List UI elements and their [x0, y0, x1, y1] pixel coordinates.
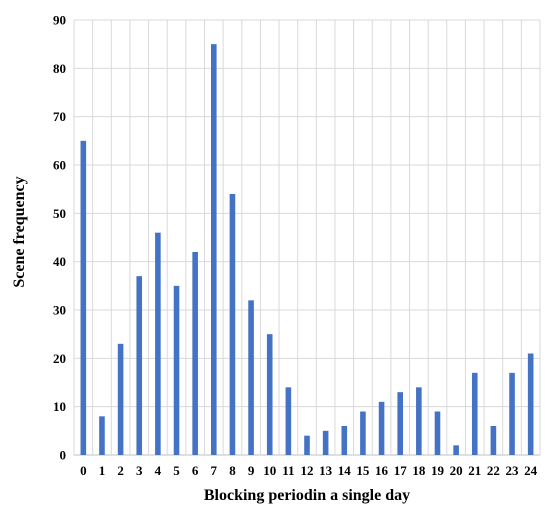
bar-8 — [229, 194, 236, 455]
bar-6 — [192, 252, 198, 455]
x-tick-label: 12 — [301, 463, 314, 478]
x-tick-label: 5 — [173, 463, 180, 478]
bar-22 — [490, 426, 497, 455]
y-tick-label: 30 — [53, 303, 66, 318]
grid-lines — [73, 19, 541, 456]
bar-7 — [211, 44, 217, 456]
y-tick-label: 0 — [60, 448, 67, 463]
y-tick-label: 60 — [53, 158, 66, 173]
bar-5 — [173, 285, 180, 455]
x-tick-label: 0 — [80, 463, 87, 478]
x-tick-label: 22 — [487, 463, 500, 478]
bar-12 — [304, 435, 310, 455]
x-tick-label: 14 — [338, 463, 352, 478]
bar-13 — [322, 430, 329, 455]
x-tick-label: 6 — [192, 463, 199, 478]
x-tick-label: 16 — [375, 463, 389, 478]
y-axis-title: Scene frequency — [11, 176, 28, 287]
bar-2 — [117, 343, 124, 455]
x-axis-title: Blocking periodin a single day — [204, 487, 410, 504]
x-tick-label: 8 — [229, 463, 236, 478]
bars — [80, 44, 534, 456]
y-tick-label: 50 — [53, 206, 66, 221]
bar-21 — [471, 372, 478, 455]
y-tick-label: 20 — [53, 351, 66, 366]
x-tick-label: 23 — [506, 463, 520, 478]
y-tick-label: 80 — [53, 61, 66, 76]
x-tick-label: 13 — [319, 463, 333, 478]
x-tick-label: 1 — [99, 463, 106, 478]
bar-16 — [378, 401, 385, 455]
x-tick-label: 21 — [468, 463, 481, 478]
x-tick-label: 15 — [356, 463, 370, 478]
bar-18 — [416, 387, 422, 455]
x-tick-label: 11 — [282, 463, 294, 478]
bar-14 — [341, 426, 348, 455]
bar-3 — [136, 276, 143, 455]
x-tick-label: 19 — [431, 463, 445, 478]
x-tick-label: 10 — [263, 463, 276, 478]
x-tick-label: 18 — [412, 463, 426, 478]
bar-9 — [248, 300, 254, 455]
y-tick-label: 40 — [53, 254, 66, 269]
bar-23 — [509, 372, 515, 455]
x-tick-label: 3 — [136, 463, 143, 478]
x-tick-label: 4 — [155, 463, 162, 478]
bar-15 — [360, 411, 366, 455]
bar-0 — [80, 140, 87, 456]
y-tick-label: 70 — [53, 109, 66, 124]
x-tick-labels: 0 1 2 3 4 5 6 7 8 9 10 11 12 13 14 15 16 17 18 19 20 21 22 23 24 — [80, 463, 538, 478]
x-tick-label: 9 — [248, 463, 255, 478]
x-tick-label: 7 — [211, 463, 218, 478]
y-tick-label: 90 — [53, 13, 66, 28]
bar-10 — [266, 334, 273, 455]
x-tick-label: 24 — [524, 463, 538, 478]
y-tick-label: 10 — [53, 399, 66, 414]
bar-20 — [453, 445, 459, 455]
bar-11 — [285, 387, 292, 455]
bar-1 — [99, 416, 105, 455]
bar-4 — [155, 232, 161, 455]
bar-24 — [527, 353, 534, 455]
y-tick-labels: 0 10 20 30 40 50 60 70 80 90 — [53, 13, 66, 463]
x-tick-label: 17 — [394, 463, 408, 478]
x-tick-label: 2 — [117, 463, 124, 478]
x-tick-label: 20 — [450, 463, 463, 478]
bar-17 — [397, 392, 403, 455]
bar-19 — [434, 411, 441, 455]
